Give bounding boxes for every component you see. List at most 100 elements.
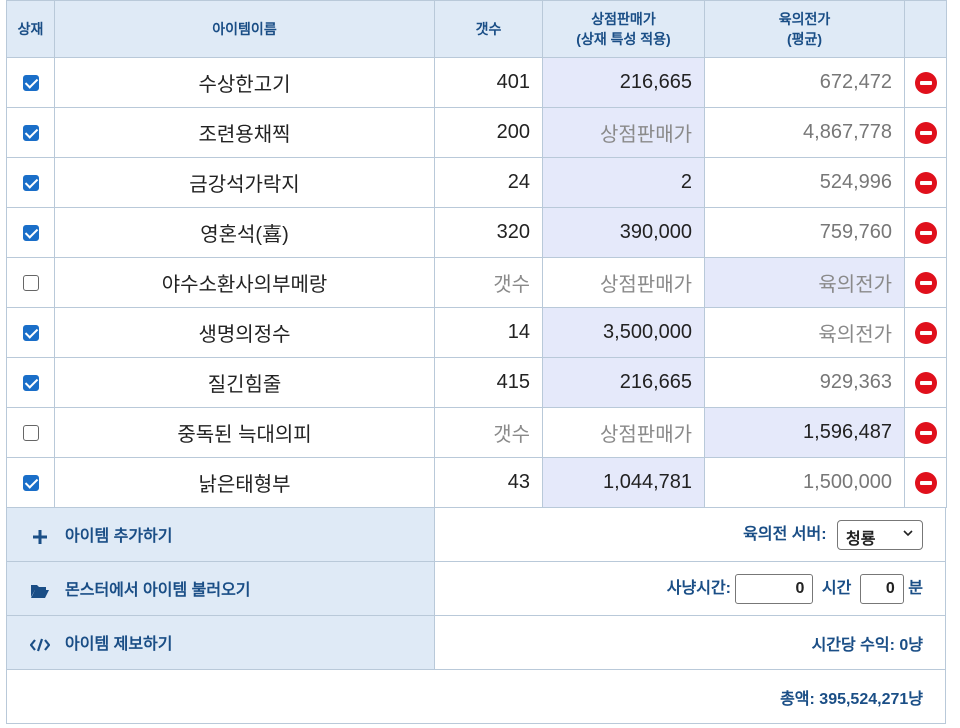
market-price-input[interactable]: 672,472 <box>704 57 905 108</box>
market-price-input[interactable]: 육의전가 <box>704 257 905 308</box>
table-row: 질긴힘줄 415 216,665 929,363 <box>6 357 947 408</box>
market-price-input[interactable]: 524,996 <box>704 157 905 208</box>
remove-icon[interactable] <box>914 371 937 394</box>
hours-unit: 시간 <box>821 579 852 597</box>
count-input[interactable]: 43 <box>434 457 543 508</box>
sell-checkbox[interactable] <box>22 174 39 191</box>
table-row: 중독된 늑대의피 갯수 상점판매가 1,596,487 <box>6 407 947 458</box>
item-name: 금강석가락지 <box>54 157 435 208</box>
shop-price-input[interactable]: 1,044,781 <box>542 457 705 508</box>
remove-icon[interactable] <box>914 71 937 94</box>
count-input[interactable]: 200 <box>434 107 543 158</box>
count-input[interactable]: 갯수 <box>434 407 543 458</box>
remove-icon[interactable] <box>914 221 937 244</box>
market-price-input[interactable]: 929,363 <box>704 357 905 408</box>
remove-icon[interactable] <box>914 171 937 194</box>
count-input[interactable]: 갯수 <box>434 257 543 308</box>
load-from-monster-button[interactable]: 몬스터에서 아이템 불러오기 <box>6 561 435 616</box>
market-price-input[interactable]: 육의전가 <box>704 307 905 358</box>
header-market-price: 육의전가 (평균) <box>704 0 905 58</box>
market-price-input[interactable]: 759,760 <box>704 207 905 258</box>
remove-icon[interactable] <box>914 321 937 344</box>
delete-cell <box>904 257 947 308</box>
table-header-row: 상재 아이템이름 갯수 상점판매가 (상재 특성 적용) 육의전가 (평균) <box>6 0 947 58</box>
sell-checkbox[interactable] <box>22 74 39 91</box>
minutes-input[interactable]: 0 <box>859 573 904 604</box>
delete-cell <box>904 307 947 358</box>
server-select-value: 청룡 <box>846 530 876 548</box>
sell-checkbox[interactable] <box>22 274 39 291</box>
hours-input[interactable]: 0 <box>735 573 814 604</box>
count-input[interactable]: 24 <box>434 157 543 208</box>
item-name: 생명의정수 <box>54 307 435 358</box>
delete-cell <box>904 207 947 258</box>
item-name: 조련용채찍 <box>54 107 435 158</box>
hunt-time-row: 사냥시간: 0 시간 0 분 <box>434 561 946 616</box>
market-price-input[interactable]: 1,596,487 <box>704 407 905 458</box>
count-input[interactable]: 14 <box>434 307 543 358</box>
server-row: 육의전 서버: 청룡 <box>434 507 946 562</box>
total-amount: 총액: 395,524,271냥 <box>6 669 946 724</box>
sell-checkbox[interactable] <box>22 424 39 441</box>
item-name: 중독된 늑대의피 <box>54 407 435 458</box>
market-price-input[interactable]: 1,500,000 <box>704 457 905 508</box>
shop-price-input[interactable]: 390,000 <box>542 207 705 258</box>
sell-cell <box>6 457 55 508</box>
server-select[interactable]: 청룡 <box>837 519 923 550</box>
delete-cell <box>904 357 947 408</box>
header-market-price-line1: 육의전가 <box>778 11 831 27</box>
item-table: 상재 아이템이름 갯수 상점판매가 (상재 특성 적용) 육의전가 (평균) 수… <box>6 0 947 508</box>
shop-price-input[interactable]: 3,500,000 <box>542 307 705 358</box>
shop-price-input[interactable]: 216,665 <box>542 57 705 108</box>
table-row: 조련용채찍 200 상점판매가 4,867,778 <box>6 107 947 158</box>
shop-price-input[interactable]: 216,665 <box>542 357 705 408</box>
footer-table: 아이템 추가하기 육의전 서버: 청룡 몬스터에서 아이템 불러오기 사냥시간: <box>6 507 946 724</box>
market-price-input[interactable]: 4,867,778 <box>704 107 905 158</box>
remove-icon[interactable] <box>914 121 937 144</box>
table-row: 수상한고기 401 216,665 672,472 <box>6 57 947 108</box>
item-name: 질긴힘줄 <box>54 357 435 408</box>
shop-price-input[interactable]: 상점판매가 <box>542 107 705 158</box>
count-input[interactable]: 320 <box>434 207 543 258</box>
folder-open-icon <box>29 580 51 601</box>
count-input[interactable]: 415 <box>434 357 543 408</box>
sell-checkbox[interactable] <box>22 124 39 141</box>
sell-cell <box>6 407 55 458</box>
header-market-price-line2: (평균) <box>786 31 823 47</box>
hourly-income: 시간당 수익: 0냥 <box>434 615 946 670</box>
shop-price-input[interactable]: 상점판매가 <box>542 407 705 458</box>
delete-cell <box>904 157 947 208</box>
hunt-time-label: 사냥시간: <box>666 579 731 597</box>
table-row: 영혼석(喜) 320 390,000 759,760 <box>6 207 947 258</box>
shop-price-input[interactable]: 2 <box>542 157 705 208</box>
shop-price-input[interactable]: 상점판매가 <box>542 257 705 308</box>
header-delete <box>904 0 947 58</box>
report-item-button[interactable]: 아이템 제보하기 <box>6 615 435 670</box>
sell-checkbox[interactable] <box>22 324 39 341</box>
remove-icon[interactable] <box>914 471 937 494</box>
remove-icon[interactable] <box>914 421 937 444</box>
delete-cell <box>904 57 947 108</box>
header-item-name: 아이템이름 <box>54 0 435 58</box>
header-shop-price-line1: 상점판매가 <box>591 11 656 27</box>
plus-icon <box>29 526 51 547</box>
table-row: 낡은태형부 43 1,044,781 1,500,000 <box>6 457 947 508</box>
sell-checkbox[interactable] <box>22 224 39 241</box>
remove-icon[interactable] <box>914 271 937 294</box>
header-shop-price-line2: (상재 특성 적용) <box>576 31 671 47</box>
sell-cell <box>6 257 55 308</box>
header-sell: 상재 <box>6 0 55 58</box>
calculator-panel: 상재 아이템이름 갯수 상점판매가 (상재 특성 적용) 육의전가 (평균) 수… <box>6 0 947 724</box>
item-name: 낡은태형부 <box>54 457 435 508</box>
item-name: 수상한고기 <box>54 57 435 108</box>
sell-cell <box>6 207 55 258</box>
sell-checkbox[interactable] <box>22 374 39 391</box>
table-row: 금강석가락지 24 2 524,996 <box>6 157 947 208</box>
add-item-button[interactable]: 아이템 추가하기 <box>6 507 435 562</box>
count-input[interactable]: 401 <box>434 57 543 108</box>
minutes-unit: 분 <box>908 579 923 597</box>
item-name: 영혼석(喜) <box>54 207 435 258</box>
code-icon <box>29 634 51 655</box>
sell-cell <box>6 107 55 158</box>
sell-checkbox[interactable] <box>22 474 39 491</box>
